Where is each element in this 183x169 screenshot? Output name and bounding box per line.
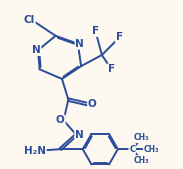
Text: H₂N: H₂N — [24, 146, 46, 156]
Text: F: F — [92, 26, 99, 36]
Text: F: F — [116, 32, 123, 42]
Text: F: F — [108, 64, 115, 74]
Text: Cl: Cl — [24, 15, 35, 25]
Text: CH₃: CH₃ — [144, 145, 159, 154]
Text: N: N — [75, 39, 84, 49]
Text: O: O — [88, 99, 97, 110]
Text: N: N — [75, 130, 84, 140]
Text: C: C — [129, 145, 135, 154]
Text: CH₃: CH₃ — [134, 134, 150, 142]
Text: O: O — [56, 115, 65, 125]
Text: CH₃: CH₃ — [134, 156, 150, 165]
Text: N: N — [32, 45, 40, 55]
